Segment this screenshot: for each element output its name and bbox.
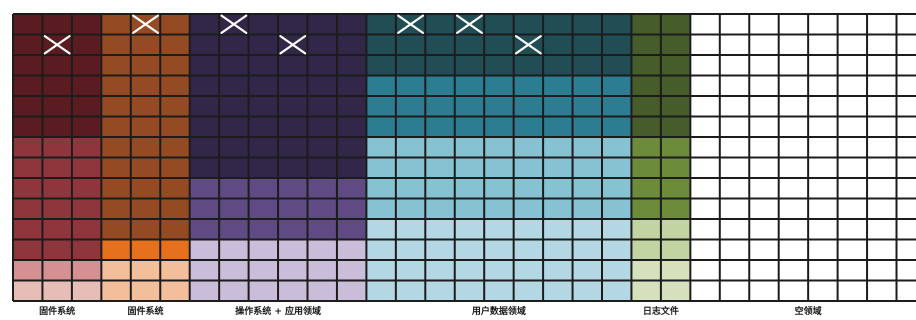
region-3-band-0 <box>366 14 632 76</box>
grid-lines <box>12 13 916 302</box>
zone-label-empty: 空领域 <box>794 307 822 317</box>
x-mark-icon <box>397 14 425 34</box>
region-1-band-0 <box>101 14 190 240</box>
region-3-band-1 <box>366 75 632 137</box>
x-mark-icon <box>456 14 483 34</box>
zone-label-user-data: 用户数据领域 <box>471 307 526 317</box>
zone-label-firmware-1: 固件系统 <box>39 307 76 317</box>
x-mark-icon <box>514 35 542 55</box>
x-mark-icon <box>132 14 159 34</box>
x-mark-icon <box>279 35 307 55</box>
zone-label-log-files: 日志文件 <box>642 307 679 317</box>
zone-label-firmware-2: 固件系统 <box>127 307 164 317</box>
region-0-band-2 <box>13 260 102 281</box>
region-1-band-1 <box>101 239 190 260</box>
cell-marks <box>43 14 542 55</box>
zone-label-os-apps: 操作系统 + 应用领域 <box>235 307 321 317</box>
x-mark-icon <box>43 35 71 55</box>
region-0-band-3 <box>13 280 102 301</box>
x-mark-icon <box>220 14 248 34</box>
